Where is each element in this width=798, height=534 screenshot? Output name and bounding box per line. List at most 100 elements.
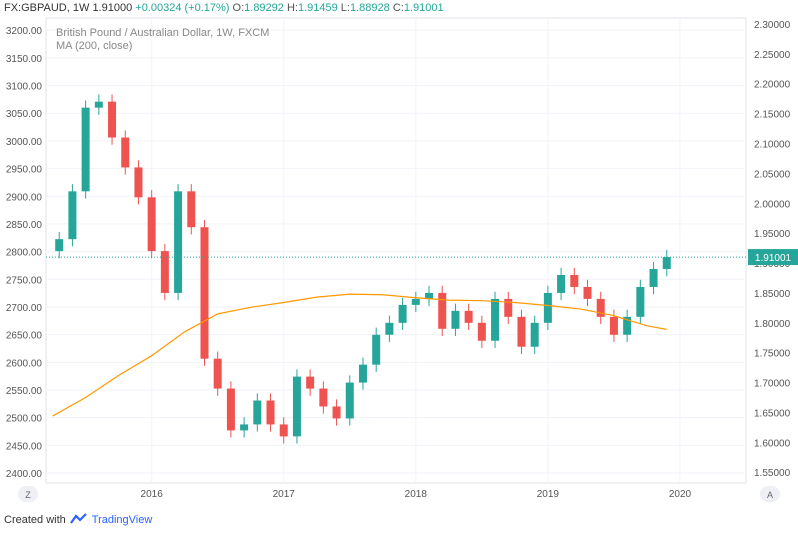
candle-body <box>174 191 183 293</box>
left-tick-label: 2700.00 <box>6 303 43 314</box>
plot-area <box>45 17 747 484</box>
right-tick-label: 1.60000 <box>754 438 791 449</box>
candle-body <box>504 298 513 317</box>
candle-body <box>55 239 64 252</box>
candle-body <box>517 316 526 347</box>
candle-body <box>279 424 288 437</box>
candle-body <box>345 382 354 419</box>
candle-body <box>134 167 143 198</box>
x-tick-label: 2017 <box>273 489 296 500</box>
symbol-label: FX:GBPAUD, 1W <box>4 2 90 14</box>
candle-body <box>94 101 103 108</box>
right-tick-label: 1.95000 <box>754 229 791 240</box>
candle-body <box>464 310 473 323</box>
candle-body <box>425 292 434 299</box>
candle-body <box>411 298 420 305</box>
left-tick-label: 2600.00 <box>6 358 43 369</box>
zoom-button[interactable]: Z <box>25 490 31 500</box>
left-tick-label: 2750.00 <box>6 275 43 286</box>
x-tick-label: 2018 <box>405 489 428 500</box>
candle-body <box>398 304 407 323</box>
candle-body <box>121 137 130 168</box>
candle-body <box>438 292 447 329</box>
right-tick-label: 2.00000 <box>754 199 791 210</box>
last-price-badge <box>748 249 798 266</box>
candle-body <box>200 227 209 359</box>
right-tick-label: 2.10000 <box>754 140 791 151</box>
right-tick-label: 1.65000 <box>754 408 791 419</box>
tradingview-logo-icon[interactable] <box>69 512 88 527</box>
left-tick-label: 2800.00 <box>6 248 43 259</box>
left-tick-label: 3150.00 <box>6 54 43 65</box>
high-value: 1.91459 <box>297 2 338 14</box>
right-tick-label: 2.30000 <box>754 20 791 31</box>
left-tick-label: 3050.00 <box>6 109 43 120</box>
legend-header: FX:GBPAUD, 1W 1.91000 +0.00324 (+0.17%) … <box>4 2 444 14</box>
right-tick-label: 2.20000 <box>754 80 791 91</box>
footer: Created with TradingView <box>4 512 152 527</box>
low-label: L: <box>340 2 350 14</box>
candle-body <box>253 400 262 425</box>
candle-body <box>306 376 315 389</box>
close-label: C: <box>392 2 404 14</box>
left-tick-label: 2450.00 <box>6 441 43 452</box>
candle-body <box>543 292 552 323</box>
low-value: 1.88928 <box>349 2 390 14</box>
right-tick-label: 1.80000 <box>754 319 791 330</box>
left-tick-label: 2850.00 <box>6 220 43 231</box>
candle-body <box>319 388 328 407</box>
candle-body <box>609 316 618 335</box>
candle-body <box>68 191 77 240</box>
candle-body <box>266 400 275 425</box>
left-tick-label: 2650.00 <box>6 331 43 342</box>
candle-body <box>557 275 566 293</box>
left-tick-label: 3200.00 <box>6 26 43 37</box>
candle-body <box>649 269 658 287</box>
last-price-text: 1.91000 <box>92 2 133 14</box>
right-tick-label: 2.05000 <box>754 169 791 180</box>
created-with-text: Created with <box>4 513 66 526</box>
left-tick-label: 2500.00 <box>6 414 43 425</box>
high-label: H: <box>286 2 298 14</box>
ma-line <box>52 293 667 417</box>
candle-body <box>491 298 500 341</box>
candle-body <box>662 257 671 270</box>
open-label: O: <box>232 2 245 14</box>
right-tick-label: 1.70000 <box>754 379 791 390</box>
left-tick-label: 3100.00 <box>6 82 43 93</box>
left-tick-label: 2950.00 <box>6 165 43 176</box>
candle-body <box>477 322 486 341</box>
candle-body <box>583 286 592 299</box>
chart-title: British Pound / Australian Dollar, 1W, F… <box>56 27 270 39</box>
candle-body <box>623 316 632 335</box>
close-value: 1.91001 <box>403 2 444 14</box>
candle-body <box>147 197 156 252</box>
candle-body <box>187 191 196 228</box>
right-tick-label: 2.15000 <box>754 110 791 121</box>
candle-body <box>570 275 579 287</box>
tradingview-link[interactable]: TradingView <box>91 513 153 526</box>
left-tick-label: 2400.00 <box>6 469 43 480</box>
auto-scale-button-bg <box>760 486 780 502</box>
candle-body <box>160 251 169 293</box>
candle-body <box>530 322 539 347</box>
candle-body <box>358 364 367 383</box>
candle-body <box>81 107 90 192</box>
candle-body <box>372 334 381 365</box>
candle-body <box>332 406 341 419</box>
auto-scale-button[interactable]: A <box>767 490 773 500</box>
left-tick-label: 2900.00 <box>6 192 43 203</box>
change-text: +0.00324 (+0.17%) <box>135 2 230 14</box>
zoom-button-bg <box>18 486 38 502</box>
indicator-label: MA (200, close) <box>56 40 133 52</box>
candle-body <box>596 298 605 317</box>
right-tick-label: 1.55000 <box>754 468 791 479</box>
open-value: 1.89292 <box>244 2 284 14</box>
candle-body <box>213 358 222 389</box>
candle-body <box>451 310 460 329</box>
candle-body <box>240 424 249 431</box>
candle-body <box>226 388 235 431</box>
right-tick-label: 2.25000 <box>754 50 791 61</box>
